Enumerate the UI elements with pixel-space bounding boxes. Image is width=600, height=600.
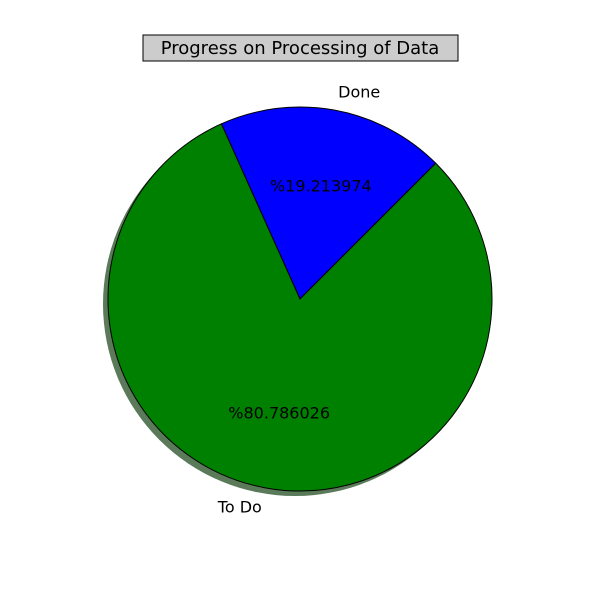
pie-slices xyxy=(107,106,493,492)
slice-label-done: Done xyxy=(338,82,380,101)
pie-labels: Done %19.213974 To Do %80.786026 xyxy=(217,82,380,516)
pie-slice-to-do xyxy=(107,123,493,492)
chart-title: Progress on Processing of Data xyxy=(142,34,459,62)
pct-label-done: %19.213974 xyxy=(270,177,372,196)
slice-label-to-do: To Do xyxy=(217,498,262,517)
chart-title-box xyxy=(142,34,459,62)
pie-slice-done xyxy=(220,106,437,300)
chart-title-text: Progress on Processing of Data xyxy=(161,38,440,59)
pct-label-to-do: %80.786026 xyxy=(228,403,330,422)
